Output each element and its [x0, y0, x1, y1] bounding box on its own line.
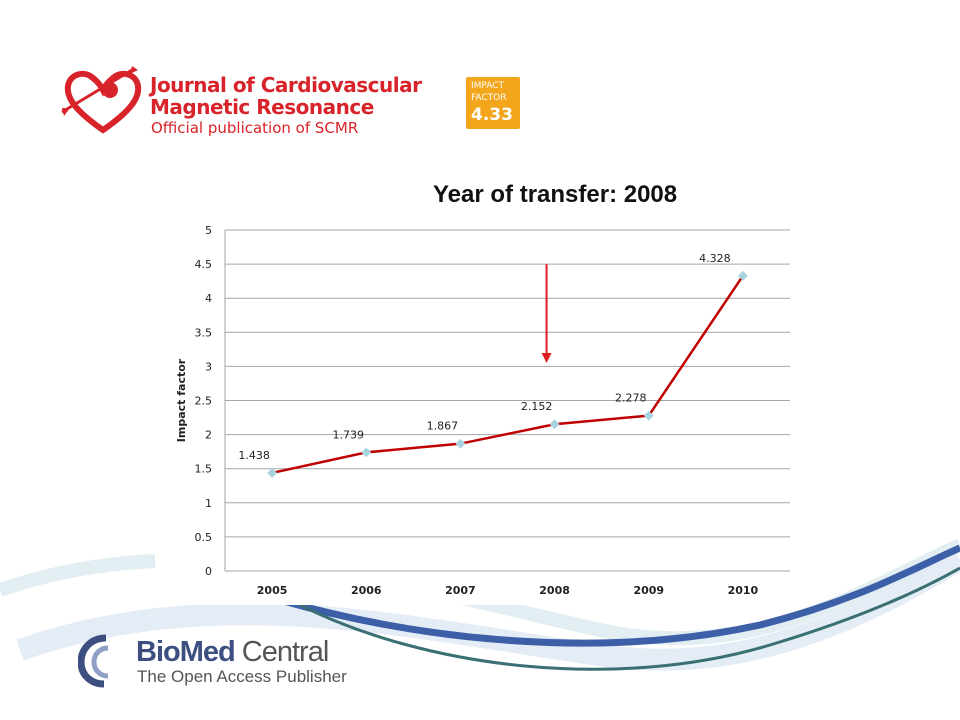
data-label: 4.328 [699, 252, 731, 265]
impact-factor-badge: IMPACT FACTOR 4.33 [466, 77, 520, 129]
y-tick-label: 4 [205, 292, 212, 305]
journal-title-line1: Journal of Cardiovascular [150, 73, 422, 97]
publisher-name-regular: Central [234, 636, 329, 668]
impact-badge-label: IMPACT FACTOR [471, 80, 506, 104]
x-tick-label: 2009 [633, 584, 664, 597]
y-tick-label: 3.5 [195, 326, 213, 339]
data-label: 2.278 [615, 392, 647, 405]
data-label: 1.867 [427, 420, 459, 433]
data-point [643, 410, 654, 421]
biomed-central-logo-icon [78, 634, 109, 688]
y-tick-label: 4.5 [195, 258, 213, 271]
y-tick-label: 0 [205, 565, 212, 578]
y-tick-label: 2.5 [195, 395, 213, 408]
chart-title: Year of transfer: 2008 [433, 181, 678, 208]
x-tick-label: 2010 [728, 584, 759, 597]
chart-panel [155, 165, 805, 605]
data-point [549, 419, 560, 430]
impact-badge-label-line2: FACTOR [471, 93, 507, 103]
impact-badge-label-line1: IMPACT [471, 81, 505, 91]
y-tick-label: 1 [205, 497, 212, 510]
publisher-name-bold: BioMed [136, 636, 236, 668]
y-tick-label: 0.5 [195, 531, 213, 544]
heart-logo-icon [61, 66, 142, 134]
x-tick-label: 2005 [257, 584, 288, 597]
data-label: 1.438 [238, 449, 269, 462]
x-tick-label: 2008 [539, 584, 570, 597]
journal-title: Journal of Cardiovascular Magnetic Reson… [150, 73, 422, 119]
publisher-tagline: The Open Access Publisher [137, 667, 347, 686]
data-label: 2.152 [521, 400, 553, 413]
data-point [737, 270, 748, 281]
impact-factor-line-chart: 0 0.5 1 1.5 2 2.5 3 3.5 4 4.5 5 2005 2006 2007 2008 200… [175, 224, 790, 597]
y-tick-label: 1.5 [195, 463, 213, 476]
series-line [271, 275, 744, 475]
y-axis-label: Impact factor [175, 358, 188, 442]
journal-title-line2: Magnetic Resonance [150, 95, 374, 119]
annotation-arrow-head [541, 352, 552, 363]
publisher-name: BioMed Central [136, 636, 329, 669]
y-tick-label: 2 [205, 429, 212, 442]
data-point [267, 467, 278, 478]
x-tick-label: 2006 [351, 584, 382, 597]
data-point [361, 447, 372, 458]
journal-subtitle: Official publication of SCMR [151, 119, 359, 137]
impact-badge-value: 4.33 [471, 105, 513, 125]
data-label: 1.739 [333, 428, 365, 441]
y-tick-label: 5 [205, 224, 212, 237]
data-point [455, 438, 466, 449]
y-tick-label: 3 [205, 360, 212, 373]
x-tick-label: 2007 [445, 584, 476, 597]
